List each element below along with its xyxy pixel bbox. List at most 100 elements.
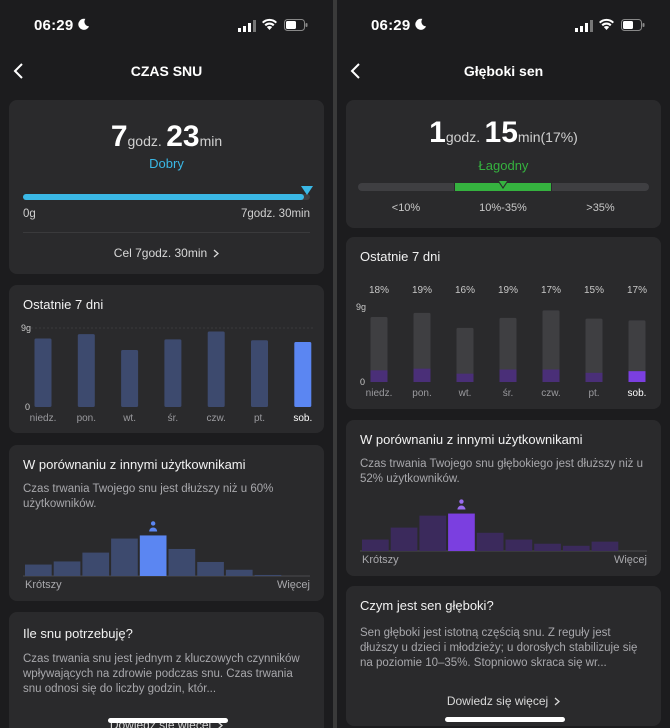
- y-axis-top-label: 9g: [356, 302, 366, 312]
- percent-label: 18%: [369, 285, 389, 296]
- range-marker-icon: [497, 180, 509, 189]
- distribution-bar: [254, 574, 282, 576]
- comparison-card: W porównaniu z innymi użytkownikami Czas…: [9, 445, 324, 601]
- chevron-right-icon: [213, 249, 220, 258]
- progress-marker-icon: [301, 186, 313, 195]
- percent-label: 15%: [584, 285, 604, 296]
- quality-label: Łagodny: [478, 158, 529, 173]
- learn-more-link[interactable]: Dowiedz się więcej: [346, 694, 661, 708]
- moon-icon: [78, 18, 90, 30]
- minutes-value: 15: [484, 116, 518, 149]
- x-tick-label: wt.: [122, 413, 136, 424]
- bar-total: [456, 327, 474, 382]
- y-axis-bottom-label: 0: [25, 402, 30, 412]
- distribution-bar: [362, 539, 389, 551]
- home-indicator[interactable]: [445, 717, 565, 722]
- last-7-days-card: Ostatnie 7 dni 9g 0 niedz. pon. wt. śr. czw. pt…: [9, 285, 324, 433]
- bar: [164, 339, 182, 407]
- back-arrow-icon[interactable]: [12, 62, 26, 80]
- hours-unit: godz.: [127, 133, 162, 149]
- battery-icon: [284, 19, 308, 31]
- sleep-need-text: Czas trwania snu jest jednym z kluczowyc…: [23, 653, 300, 695]
- learn-more-label: Dowiedz się więcej: [109, 718, 212, 728]
- bar-deep: [499, 369, 517, 382]
- distribution-bar: [111, 538, 138, 576]
- deep-sleep-info-text: Sen głęboki jest istotną częścią snu. Z …: [360, 627, 638, 669]
- x-tick-label: niedz.: [30, 413, 57, 424]
- x-tick-label: pt.: [588, 388, 599, 399]
- percent-label: 19%: [498, 285, 518, 296]
- last-7-days-chart: 9g 0 18% niedz. 19% pon. 16% wt. 19% śr. 17% czw. 15…: [356, 285, 647, 399]
- status-time: 06:29: [371, 17, 411, 34]
- bar-total: [413, 312, 431, 382]
- x-tick-label: wt.: [458, 388, 472, 399]
- deep-sleep-summary-card: 1godz. 15min(17%) Łagodny <10% 10%-35% >…: [346, 100, 661, 228]
- last-7-days-card: Ostatnie 7 dni 9g 0 18% niedz. 19% pon. 16% wt.…: [346, 237, 661, 409]
- battery-icon: [621, 19, 645, 31]
- bar-total: [585, 318, 603, 382]
- bar: [207, 331, 225, 407]
- learn-more-link[interactable]: Dowiedz się więcej: [9, 718, 324, 728]
- hours-unit: godz.: [445, 129, 481, 145]
- distribution-bar: [448, 513, 475, 551]
- distribution-bar: [562, 545, 590, 551]
- goal-label: Cel 7godz. 30min: [113, 246, 208, 260]
- range-label-low: <10%: [391, 202, 421, 214]
- wifi-icon: [262, 18, 277, 30]
- sleep-summary-card: 7godz. 23min Dobry 0g 7godz. 30min Cel 7…: [9, 100, 324, 274]
- distribution-bar: [82, 552, 110, 576]
- comparison-text: Czas trwania Twojego snu jest dłuższy ni…: [23, 483, 274, 510]
- longer-label: Więcej: [276, 579, 310, 591]
- user-marker-icon: [150, 521, 156, 526]
- bar-deep: [370, 370, 388, 382]
- bar: [294, 342, 312, 407]
- quality-label: Dobry: [149, 156, 184, 171]
- home-indicator[interactable]: [108, 718, 228, 723]
- bar: [77, 334, 95, 407]
- card-title: W porównaniu z innymi użytkownikami: [360, 432, 583, 447]
- scale-max: 7godz. 30min: [240, 208, 310, 220]
- card-title: Ostatnie 7 dni: [360, 249, 441, 264]
- bar: [121, 349, 139, 407]
- distribution-bar: [25, 564, 52, 576]
- x-tick-label: czw.: [206, 413, 225, 424]
- x-tick-label: pon.: [412, 388, 431, 399]
- x-tick-label: czw.: [541, 388, 560, 399]
- shorter-label: Krótszy: [362, 554, 399, 566]
- shorter-label: Krótszy: [25, 579, 62, 591]
- bar-deep: [585, 372, 603, 382]
- distribution-bar: [476, 532, 504, 551]
- percent-label: 17%: [627, 285, 647, 296]
- scale-min: 0g: [23, 208, 36, 220]
- comparison-card: W porównaniu z innymi użytkownikami Czas…: [346, 420, 661, 576]
- percent-label: 19%: [412, 285, 432, 296]
- status-bar: 06:29: [0, 0, 333, 48]
- status-bar: 06:29: [337, 0, 670, 48]
- nav-bar: Głęboki sen: [337, 52, 670, 92]
- goal-link[interactable]: Cel 7godz. 30min: [9, 246, 324, 260]
- user-marker-icon: [459, 499, 464, 504]
- distribution-bar: [419, 515, 447, 551]
- user-marker-body: [457, 505, 466, 510]
- chevron-right-icon: [554, 697, 561, 706]
- what-is-deep-sleep-card: Czym jest sen głęboki? Sen głęboki jest …: [346, 586, 661, 726]
- x-tick-label: śr.: [503, 388, 514, 399]
- distribution-chart: [23, 521, 310, 577]
- user-marker-body: [149, 527, 158, 532]
- sleep-time-screen: 06:29 CZAS SNU 7godz. 23min Dobry 0g 7go…: [0, 0, 333, 728]
- wifi-icon: [599, 18, 614, 30]
- back-arrow-icon[interactable]: [349, 62, 363, 80]
- bar-deep: [456, 373, 474, 382]
- bar-deep: [413, 368, 431, 382]
- sleep-duration: 7godz. 23min: [9, 120, 324, 154]
- deep-sleep-screen: 06:29 Głęboki sen 1godz. 15min(17%) Łago…: [337, 0, 670, 728]
- distribution-bar: [197, 561, 224, 576]
- distribution-bar: [53, 561, 81, 576]
- page-title: CZAS SNU: [130, 63, 203, 79]
- range-segment-low: [358, 183, 454, 191]
- status-time: 06:29: [34, 17, 74, 34]
- longer-label: Więcej: [613, 554, 647, 566]
- sleep-need-card: Ile snu potrzebuję? Czas trwania snu jes…: [9, 612, 324, 728]
- x-tick-label: niedz.: [366, 388, 393, 399]
